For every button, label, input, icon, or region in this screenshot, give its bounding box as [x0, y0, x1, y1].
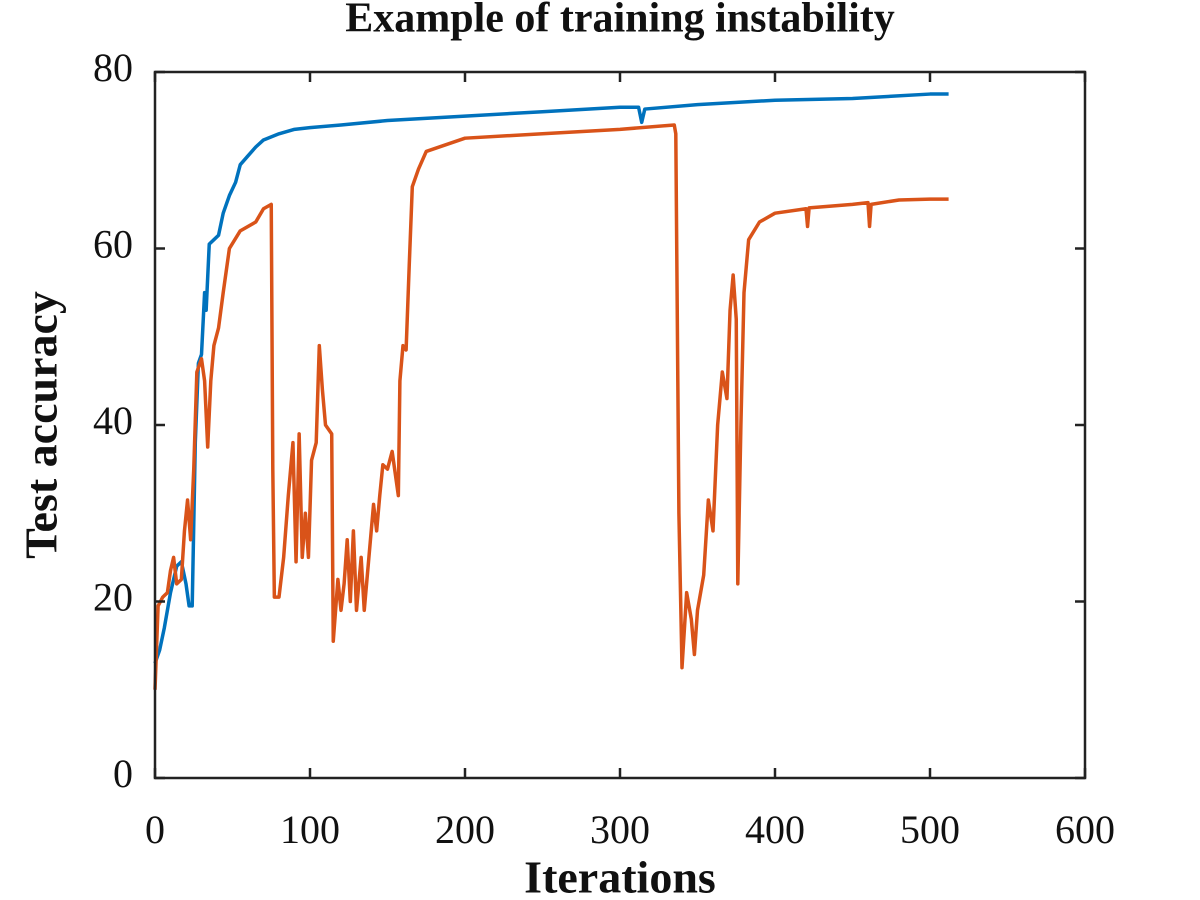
x-tick-label: 300 — [590, 807, 650, 852]
y-tick-label: 60 — [93, 222, 133, 267]
y-tick-label: 80 — [93, 45, 133, 90]
data-line — [153, 123, 949, 690]
x-tick-label: 400 — [745, 807, 805, 852]
x-tick-label: 0 — [145, 807, 165, 852]
plot-frame — [153, 70, 1087, 780]
y-axis-label: Test accuracy — [16, 291, 67, 559]
chart-title: Example of training instability — [345, 0, 895, 42]
x-tick-label: 200 — [435, 807, 495, 852]
x-tick-label: 100 — [280, 807, 340, 852]
y-tick-label: 20 — [93, 575, 133, 620]
y-tick-label: 0 — [113, 751, 133, 796]
x-axis-label: Iterations — [524, 852, 716, 900]
y-tick-label: 40 — [93, 398, 133, 443]
x-tick-label: 600 — [1055, 807, 1115, 852]
x-tick-label: 500 — [900, 807, 960, 852]
data-line — [153, 92, 949, 664]
